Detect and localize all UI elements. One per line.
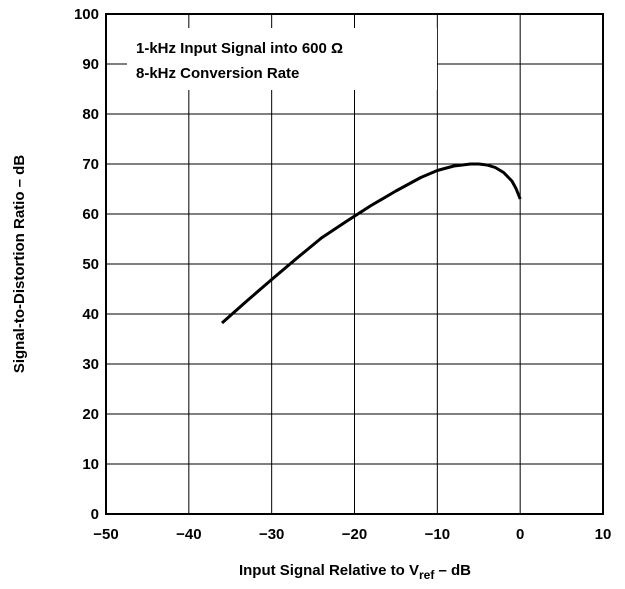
y-tick-label: 20 <box>82 406 99 423</box>
annotation-box: 1-kHz Input Signal into 600 Ω 8-kHz Conv… <box>127 28 437 90</box>
x-tick-label: −10 <box>425 526 450 543</box>
annotation-line-2: 8-kHz Conversion Rate <box>136 65 299 82</box>
x-tick-label: 0 <box>516 526 524 543</box>
y-tick-label: 70 <box>82 156 99 173</box>
y-axis-label: Signal-to-Distortion Ratio – dB <box>11 155 28 373</box>
annotation-background <box>127 28 437 90</box>
x-tick-label: 10 <box>595 526 612 543</box>
x-axis-label: Input Signal Relative to Vref – dB <box>239 562 471 582</box>
y-tick-label: 90 <box>82 56 99 73</box>
x-tick-label: −30 <box>259 526 284 543</box>
y-tick-label: 100 <box>74 6 99 23</box>
y-tick-label: 0 <box>91 506 99 523</box>
y-tick-label: 10 <box>82 456 99 473</box>
y-tick-label: 30 <box>82 356 99 373</box>
plot-frame <box>105 13 604 515</box>
x-tick-label: −50 <box>93 526 118 543</box>
x-axis-label-subscript: ref <box>419 568 435 582</box>
series-line <box>221 162 522 325</box>
x-axis-label-suffix: – dB <box>434 562 471 579</box>
series-layer <box>221 162 522 325</box>
y-tick-label: 80 <box>82 106 99 123</box>
x-tick-labels: −50 −40 −30 −20 −10 0 10 <box>93 526 611 543</box>
x-axis-label-main: Input Signal Relative to V <box>239 562 419 579</box>
x-tick-label: −40 <box>176 526 201 543</box>
y-tick-labels: 0 10 20 30 40 50 60 70 80 90 100 <box>74 6 99 523</box>
x-tick-label: −20 <box>342 526 367 543</box>
annotation-line-1: 1-kHz Input Signal into 600 Ω <box>136 40 343 57</box>
y-tick-label: 40 <box>82 306 99 323</box>
y-tick-label: 60 <box>82 206 99 223</box>
y-tick-label: 50 <box>82 256 99 273</box>
